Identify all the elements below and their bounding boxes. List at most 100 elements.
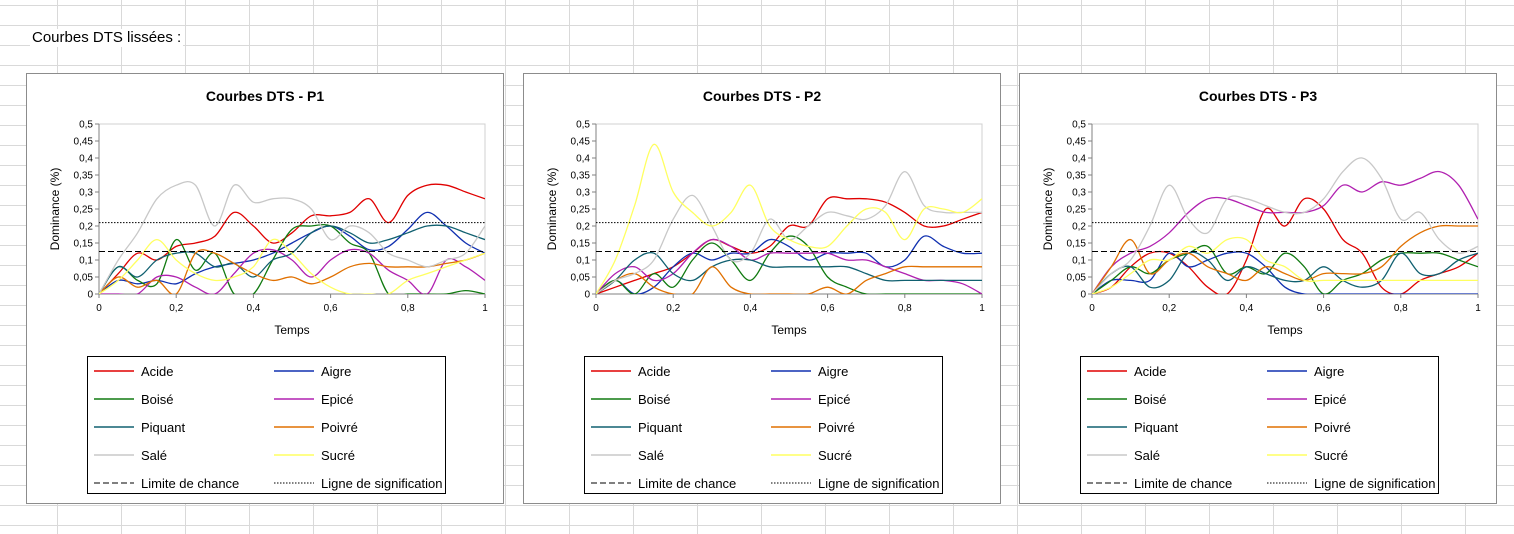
chart-title: Courbes DTS - P1 [205,88,325,104]
legend-swatch [1267,454,1307,456]
legend-label: Aigre [818,363,849,379]
legend-label: Aigre [321,363,352,379]
legend-item: Limite de chance [94,476,239,491]
legend-item: Poivré [274,419,358,435]
chart-p2[interactable]: Courbes DTS - P2 0 0,05 0,1 0,15 0,2 0,25 0,3 0… [523,73,1001,504]
legend-label: Ligne de signification [1314,475,1436,491]
legend-swatch [771,454,811,456]
series-line-poivré [1092,224,1478,294]
series-line-salé [1092,157,1478,294]
legend-item: Poivré [1267,419,1351,435]
series-line-sucré [1092,236,1478,294]
legend-label: Poivré [321,419,358,435]
y-tick-label: 0,2 [79,222,93,233]
y-tick-label: 0,3 [1072,188,1086,199]
legend-label: Piquant [638,419,683,435]
legend-label: Sucré [818,447,852,463]
legend-item: Acide [1087,363,1167,379]
legend-swatch [274,398,314,400]
legend-label: Piquant [141,419,186,435]
chart-p3[interactable]: Courbes DTS - P3 0 0,05 0,1 0,15 0,2 0,25 0,3 0… [1019,73,1497,504]
legend-item: Aigre [771,363,849,379]
legend-label: Salé [1134,447,1161,463]
legend-item: Sucré [771,447,852,463]
x-tick-label: 0 [96,303,102,314]
y-tick-label: 0,2 [1072,222,1086,233]
legend-swatch [591,454,631,456]
y-tick-label: 0,45 [571,137,591,148]
series-line-epicé [99,248,485,294]
legend-label: Acide [141,363,174,379]
legend-swatch [94,482,134,484]
legend-swatch [274,454,314,456]
legend-item: Piquant [1087,420,1178,435]
x-tick-label: 1 [979,303,985,314]
legend-label: Acide [638,363,671,379]
series-line-boisé [1092,244,1478,294]
y-tick-label: 0,2 [576,222,590,233]
legend-swatch [1267,370,1307,372]
x-tick-label: 0,4 [743,303,757,314]
y-tick-label: 0,1 [576,256,590,267]
legend-item: Piquant [591,419,683,435]
legend-label: Boisé [638,391,671,407]
legend-swatch [1087,482,1127,484]
y-tick-label: 0,35 [74,171,94,182]
legend-label: Salé [141,447,168,463]
y-tick-label: 0,25 [1067,205,1087,216]
series-line-sucré [99,238,485,294]
legend-swatch [274,370,314,372]
legend-item: Sucré [274,448,355,463]
y-tick-label: 0,05 [74,273,94,284]
legend-item: Limite de chance [591,476,736,491]
legend-item: Aigre [1267,364,1344,379]
legend-item: Salé [1087,447,1161,463]
legend-swatch [591,426,631,428]
legend-swatch [1267,482,1307,484]
series-line-sucré [596,143,982,294]
x-tick-label: 0,8 [1394,303,1408,314]
legend-item: Sucré [1267,448,1348,463]
x-tick-label: 0 [593,303,599,314]
legend-swatch [274,426,314,428]
plot-area: 0 0,05 0,1 0,15 0,2 0,25 0,3 0,35 0,4 0,45 0,5 0 0,2… [48,120,488,338]
legend-item: Acide [94,363,174,379]
y-tick-label: 0 [1080,290,1086,301]
y-tick-label: 0,5 [576,120,590,131]
legend: Acide Aigre Boisé Epicé Piquant Poivré Salé Suc… [1080,356,1439,494]
legend-label: Boisé [1134,391,1167,407]
legend-swatch [1087,370,1127,372]
y-tick-label: 0,15 [571,239,591,250]
legend-item: Ligne de signification [274,476,442,491]
legend-swatch [274,482,314,484]
x-tick-label: 0,4 [246,303,260,314]
x-tick-label: 0,6 [324,303,338,314]
legend-label: Poivré [818,419,855,435]
y-tick-label: 0,25 [571,205,591,216]
legend-label: Epicé [1314,391,1347,407]
y-tick-label: 0,4 [79,154,93,165]
series-line-poivré [99,249,485,294]
y-axis-label: Dominance (%) [48,168,62,251]
chart-title: Courbes DTS - P2 [702,88,822,104]
x-axis-label: Temps [274,323,309,337]
chart-p1[interactable]: Courbes DTS - P1 0 0,05 0,1 0,15 0,2 0,25 0,3 0… [26,73,504,504]
series-line-aigre [596,235,982,294]
x-tick-label: 0,8 [898,303,912,314]
legend-label: Acide [1134,363,1167,379]
legend-swatch [771,370,811,372]
x-axis-label: Temps [771,323,806,337]
x-axis-label: Temps [1267,323,1302,337]
legend-label: Poivré [1314,419,1351,435]
legend-item: Poivré [771,419,855,435]
legend-label: Salé [638,447,665,463]
y-tick-label: 0,3 [576,188,590,199]
y-tick-label: 0,45 [1067,137,1087,148]
x-tick-label: 0,6 [821,303,835,314]
y-tick-label: 0 [87,290,93,301]
y-tick-label: 0,4 [1072,154,1086,165]
y-tick-label: 0,3 [79,188,93,199]
legend-swatch [771,482,811,484]
y-tick-label: 0,05 [1067,273,1087,284]
y-tick-label: 0,25 [74,205,94,216]
